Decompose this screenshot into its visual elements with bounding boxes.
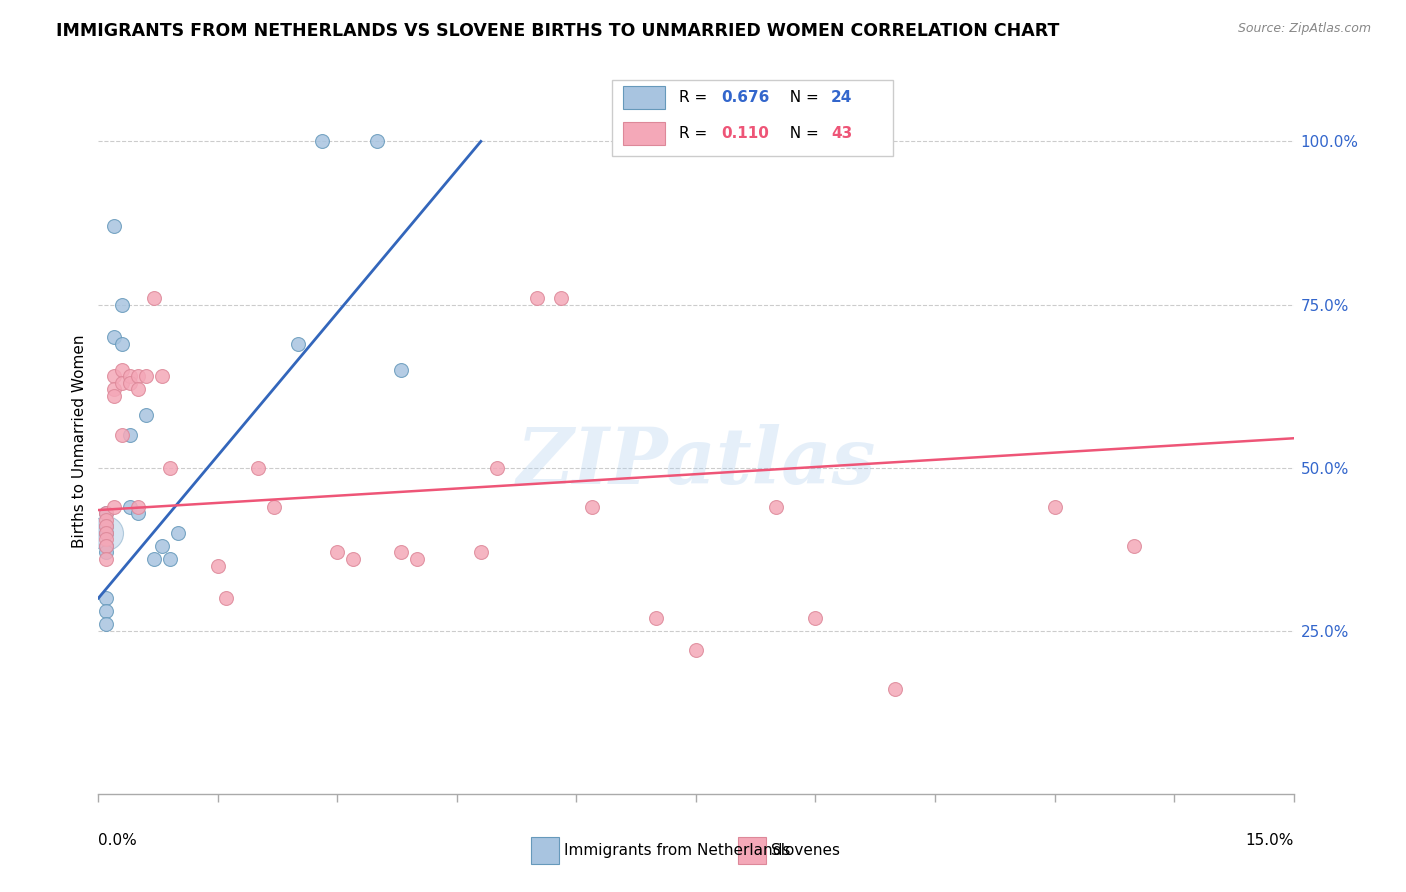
Point <box>120 369 142 384</box>
Text: IMMIGRANTS FROM NETHERLANDS VS SLOVENE BIRTHS TO UNMARRIED WOMEN CORRELATION CHA: IMMIGRANTS FROM NETHERLANDS VS SLOVENE B… <box>56 22 1060 40</box>
Point <box>96 552 118 566</box>
Point <box>167 525 190 540</box>
Point <box>263 500 285 514</box>
Point <box>804 611 827 625</box>
Point <box>311 135 333 149</box>
Point <box>159 552 181 566</box>
Point <box>96 533 118 547</box>
Point <box>326 545 349 559</box>
Point <box>150 369 173 384</box>
Point <box>103 330 125 344</box>
Point <box>287 336 309 351</box>
Point <box>120 500 142 514</box>
Bar <box>531 837 558 863</box>
Text: 24: 24 <box>831 90 852 105</box>
Point <box>111 376 134 390</box>
Text: N =: N = <box>780 90 824 105</box>
Point <box>127 382 149 396</box>
Point <box>550 291 572 305</box>
Point <box>96 513 118 527</box>
Point <box>96 604 118 618</box>
Point <box>96 617 118 632</box>
Point <box>111 336 134 351</box>
Point <box>366 135 388 149</box>
Point <box>103 382 125 396</box>
Point <box>389 545 412 559</box>
Point <box>111 297 134 311</box>
Point <box>120 376 142 390</box>
Point <box>111 428 134 442</box>
Point <box>135 409 157 423</box>
Text: Immigrants from Netherlands: Immigrants from Netherlands <box>564 843 790 857</box>
Point <box>135 369 157 384</box>
Text: 0.676: 0.676 <box>721 90 769 105</box>
Point <box>103 369 125 384</box>
Point <box>406 552 429 566</box>
Text: R =: R = <box>679 90 717 105</box>
Point <box>143 552 166 566</box>
Bar <box>738 837 766 863</box>
Point <box>685 643 707 657</box>
Point <box>645 611 668 625</box>
Text: 15.0%: 15.0% <box>1246 832 1294 847</box>
Point <box>581 500 603 514</box>
Point <box>96 525 118 540</box>
Point <box>207 558 229 573</box>
Point <box>96 525 118 540</box>
Point <box>103 389 125 403</box>
Point <box>127 500 149 514</box>
Text: 0.0%: 0.0% <box>98 832 138 847</box>
Point <box>765 500 787 514</box>
Point <box>470 545 492 559</box>
Point <box>96 506 118 520</box>
Point <box>342 552 364 566</box>
Point <box>96 539 118 553</box>
Point <box>884 682 907 697</box>
Point <box>127 506 149 520</box>
Point <box>103 500 125 514</box>
Text: N =: N = <box>780 126 824 141</box>
Point <box>1123 539 1146 553</box>
Point <box>150 539 173 553</box>
Bar <box>623 87 665 109</box>
Text: 43: 43 <box>831 126 852 141</box>
Point <box>159 460 181 475</box>
Point <box>389 363 412 377</box>
Point <box>96 539 118 553</box>
Point <box>96 519 118 533</box>
Text: R =: R = <box>679 126 717 141</box>
Point <box>246 460 269 475</box>
Text: 0.110: 0.110 <box>721 126 769 141</box>
Bar <box>623 122 665 145</box>
Point <box>127 369 149 384</box>
Y-axis label: Births to Unmarried Women: Births to Unmarried Women <box>72 334 87 549</box>
Point <box>96 506 118 520</box>
Point <box>526 291 548 305</box>
Point <box>96 519 118 533</box>
Point <box>111 363 134 377</box>
Point <box>215 591 238 606</box>
Point <box>96 525 118 540</box>
Point <box>485 460 508 475</box>
Text: Slovenes: Slovenes <box>772 843 841 857</box>
Point <box>103 219 125 234</box>
FancyBboxPatch shape <box>612 80 893 156</box>
Text: Source: ZipAtlas.com: Source: ZipAtlas.com <box>1237 22 1371 36</box>
Point <box>96 545 118 559</box>
Point <box>143 291 166 305</box>
Text: ZIPatlas: ZIPatlas <box>516 425 876 501</box>
Point <box>120 428 142 442</box>
Point <box>1043 500 1066 514</box>
Point <box>96 591 118 606</box>
